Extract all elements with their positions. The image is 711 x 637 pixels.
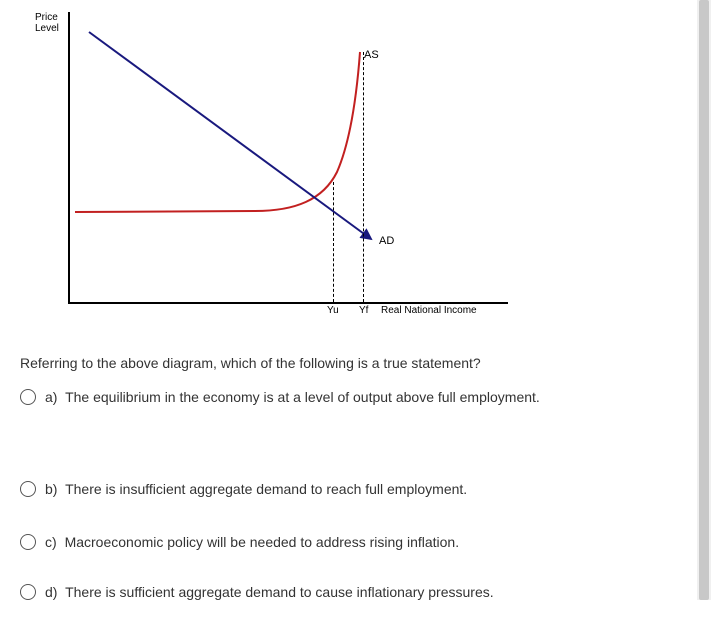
dash-yf <box>363 52 364 302</box>
option-a: a) The equilibrium in the economy is at … <box>20 388 540 408</box>
option-b: b) There is insufficient aggregate deman… <box>20 480 467 500</box>
radio-c[interactable] <box>20 534 36 550</box>
ad-curve <box>89 32 371 239</box>
option-c-text: c) Macroeconomic policy will be needed t… <box>45 533 459 553</box>
economics-chart: PriceLevel AS AD Yu Yf Real National Inc… <box>35 12 515 322</box>
scrollbar[interactable] <box>697 0 711 600</box>
radio-b[interactable] <box>20 481 36 497</box>
option-b-text: b) There is insufficient aggregate deman… <box>45 480 467 500</box>
x-axis-label: Real National Income <box>381 305 477 316</box>
ad-label: AD <box>379 235 394 247</box>
as-label: AS <box>364 49 379 61</box>
radio-a[interactable] <box>20 389 36 405</box>
question-text: Referring to the above diagram, which of… <box>20 355 481 371</box>
chart-svg <box>35 12 515 322</box>
option-d: d) There is sufficient aggregate demand … <box>20 583 494 603</box>
option-c: c) Macroeconomic policy will be needed t… <box>20 533 459 553</box>
dash-yu <box>333 182 334 302</box>
x-tick-yf: Yf <box>359 305 368 316</box>
scrollbar-thumb[interactable] <box>699 0 709 600</box>
as-curve <box>75 52 360 212</box>
option-a-text: a) The equilibrium in the economy is at … <box>45 388 540 408</box>
option-d-text: d) There is sufficient aggregate demand … <box>45 583 494 603</box>
radio-d[interactable] <box>20 584 36 600</box>
x-tick-yu: Yu <box>327 305 339 316</box>
